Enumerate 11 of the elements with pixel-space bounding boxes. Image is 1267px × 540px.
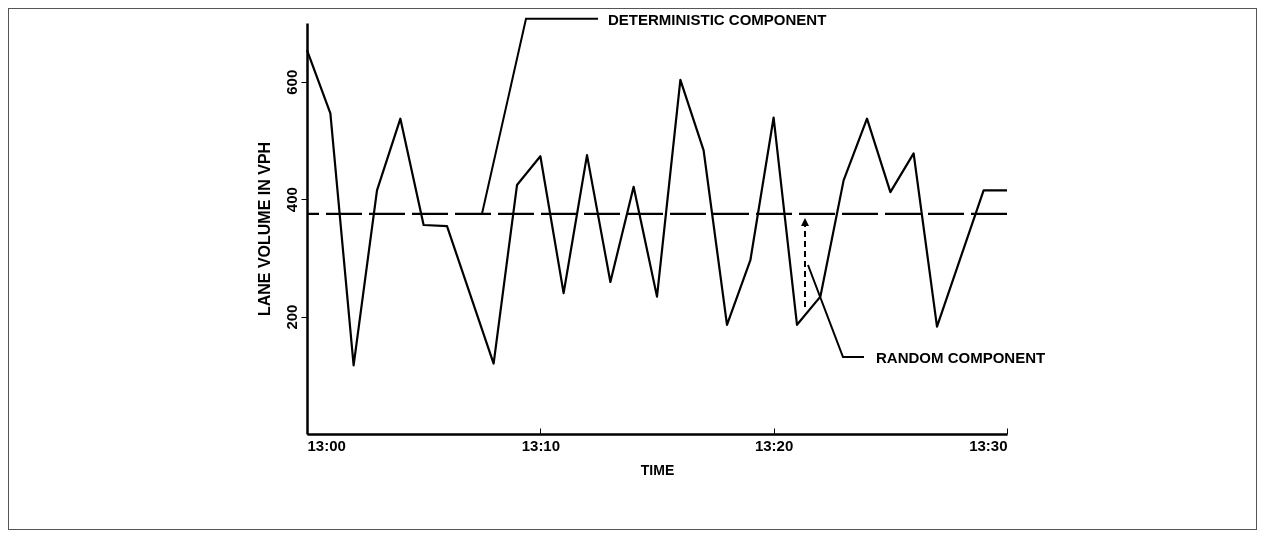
y-axis-title: LANE VOLUME IN VPH — [255, 141, 273, 317]
annotation: DETERMINISTIC COMPONENT — [608, 10, 827, 28]
x-tick-label: 13:30 — [969, 436, 1008, 454]
y-tick-label: 600 — [282, 69, 300, 95]
y-tick-label: 400 — [282, 187, 300, 213]
x-tick-label: 13:10 — [521, 436, 561, 454]
x-tick-label: 13:20 — [754, 436, 794, 454]
x-tick-label: 13:00 — [307, 436, 346, 454]
y-tick-label: 200 — [282, 304, 300, 330]
annotation: RANDOM COMPONENT — [876, 349, 1046, 366]
x-axis-title: TIME — [640, 461, 675, 478]
